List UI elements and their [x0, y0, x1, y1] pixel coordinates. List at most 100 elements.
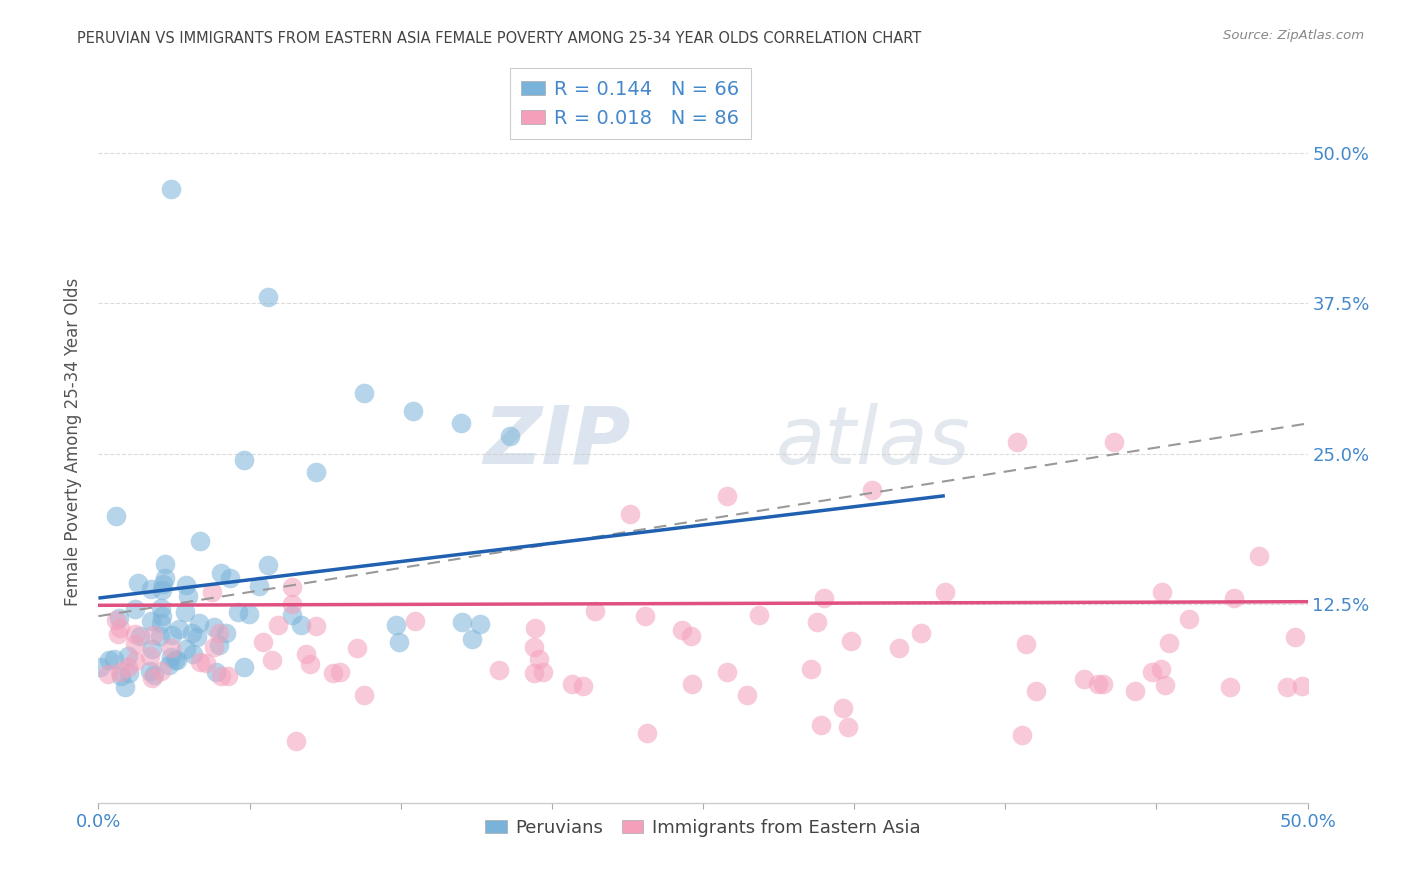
Point: [385, 618, 408, 632]
Point: [681, 629, 703, 643]
Point: [139, 614, 162, 628]
Point: [523, 666, 546, 681]
Point: [176, 578, 198, 592]
Point: [160, 641, 183, 656]
Point: [150, 608, 173, 623]
Point: [149, 628, 172, 642]
Point: [252, 635, 274, 649]
Point: [160, 649, 183, 664]
Point: [89, 660, 111, 674]
Point: [839, 633, 862, 648]
Point: [110, 669, 132, 683]
Point: [800, 662, 823, 676]
Point: [166, 653, 188, 667]
Point: [103, 652, 125, 666]
Point: [1149, 662, 1171, 676]
Point: [353, 688, 375, 702]
Point: [108, 610, 131, 624]
Point: [110, 621, 132, 635]
Text: atlas: atlas: [776, 402, 970, 481]
Point: [1249, 549, 1271, 563]
Point: [636, 726, 658, 740]
Point: [138, 648, 160, 663]
Point: [114, 680, 136, 694]
Point: [204, 665, 226, 679]
Point: [215, 626, 238, 640]
Point: [262, 652, 284, 666]
Point: [1277, 680, 1299, 694]
Point: [290, 617, 312, 632]
Point: [681, 677, 703, 691]
Point: [1073, 672, 1095, 686]
Point: [488, 663, 510, 677]
Point: [910, 626, 932, 640]
Point: [305, 619, 328, 633]
Point: [218, 571, 240, 585]
Point: [188, 533, 211, 548]
Point: [831, 700, 853, 714]
Point: [450, 417, 472, 431]
Point: [142, 628, 165, 642]
Point: [208, 638, 231, 652]
Point: [716, 489, 738, 503]
Point: [322, 665, 344, 680]
Point: [1025, 683, 1047, 698]
Point: [402, 404, 425, 418]
Point: [346, 640, 368, 655]
Point: [256, 558, 278, 572]
Point: [186, 630, 208, 644]
Point: [671, 623, 693, 637]
Point: [169, 623, 191, 637]
Point: [108, 665, 131, 679]
Point: [195, 657, 218, 671]
Point: [202, 620, 225, 634]
Point: [748, 607, 770, 622]
Point: [141, 642, 163, 657]
Point: [1284, 630, 1306, 644]
Point: [104, 613, 127, 627]
Point: [143, 668, 166, 682]
Point: [163, 653, 186, 667]
Point: [1087, 677, 1109, 691]
Point: [281, 597, 304, 611]
Point: [124, 637, 146, 651]
Point: [1152, 585, 1174, 599]
Y-axis label: Female Poverty Among 25-34 Year Olds: Female Poverty Among 25-34 Year Olds: [65, 277, 83, 606]
Point: [139, 664, 162, 678]
Text: PERUVIAN VS IMMIGRANTS FROM EASTERN ASIA FEMALE POVERTY AMONG 25-34 YEAR OLDS CO: PERUVIAN VS IMMIGRANTS FROM EASTERN ASIA…: [77, 31, 921, 46]
Point: [105, 508, 128, 523]
Point: [98, 653, 121, 667]
Point: [1007, 434, 1029, 449]
Point: [174, 605, 197, 619]
Point: [934, 585, 956, 599]
Point: [202, 640, 225, 655]
Point: [1178, 612, 1201, 626]
Point: [388, 635, 411, 649]
Point: [1102, 434, 1125, 449]
Point: [735, 688, 758, 702]
Point: [1223, 591, 1246, 605]
Point: [298, 657, 321, 671]
Point: [247, 579, 270, 593]
Point: [124, 654, 146, 668]
Point: [305, 465, 328, 479]
Point: [149, 616, 172, 631]
Point: [117, 649, 139, 664]
Point: [150, 582, 173, 597]
Point: [107, 627, 129, 641]
Point: [887, 641, 910, 656]
Point: [1123, 684, 1146, 698]
Point: [117, 659, 139, 673]
Point: [281, 581, 304, 595]
Point: [619, 507, 641, 521]
Point: [232, 452, 254, 467]
Point: [160, 182, 183, 196]
Point: [813, 591, 835, 606]
Point: [806, 615, 828, 629]
Point: [1011, 728, 1033, 742]
Point: [217, 669, 239, 683]
Text: Source: ZipAtlas.com: Source: ZipAtlas.com: [1223, 29, 1364, 42]
Point: [188, 655, 211, 669]
Point: [238, 607, 260, 622]
Point: [177, 589, 200, 603]
